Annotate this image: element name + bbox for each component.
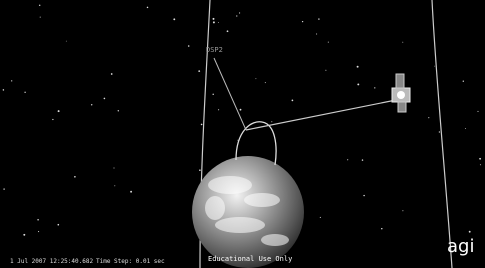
- star: [347, 159, 348, 160]
- scene: [0, 0, 485, 268]
- star: [104, 98, 106, 100]
- star: [255, 78, 256, 79]
- star: [74, 176, 76, 178]
- time-step: Time Step: 0.01 sec: [96, 258, 165, 265]
- star: [24, 92, 25, 93]
- star: [40, 17, 41, 18]
- star: [227, 30, 229, 32]
- star: [325, 70, 326, 71]
- star: [320, 217, 321, 218]
- star: [218, 22, 219, 23]
- star: [201, 124, 203, 126]
- timestamp: 1 Jul 2007 12:25:40.682: [10, 258, 93, 265]
- orbit-line: [432, 0, 452, 268]
- star: [434, 66, 435, 67]
- star: [479, 158, 481, 160]
- star: [23, 234, 25, 236]
- star: [58, 224, 60, 226]
- watermark: Educational Use Only: [208, 255, 292, 263]
- star: [463, 81, 464, 82]
- star: [374, 87, 375, 88]
- star: [271, 121, 272, 122]
- star: [363, 195, 364, 196]
- leader-line: [214, 58, 246, 130]
- star: [439, 131, 440, 132]
- star: [469, 231, 471, 233]
- star: [114, 185, 115, 186]
- access-line: [246, 100, 396, 130]
- star: [402, 210, 403, 211]
- star: [39, 5, 40, 6]
- star: [477, 111, 478, 112]
- star: [188, 45, 190, 47]
- star: [58, 110, 60, 112]
- star: [480, 164, 481, 165]
- star: [38, 231, 39, 232]
- star: [118, 110, 119, 111]
- logo: agi: [447, 236, 474, 257]
- star: [147, 7, 149, 9]
- star: [292, 100, 294, 102]
- star: [114, 168, 115, 169]
- star: [357, 83, 359, 85]
- star: [130, 191, 132, 193]
- star: [318, 18, 319, 19]
- star: [3, 89, 5, 91]
- star: [11, 80, 12, 81]
- star: [212, 94, 213, 95]
- star: [381, 228, 382, 229]
- star: [3, 188, 4, 189]
- viewport-3d: DSP2 1 Jul 2007 12:25:40.682 Time Step: …: [0, 0, 485, 268]
- star: [402, 42, 403, 43]
- star: [111, 73, 113, 75]
- star: [236, 15, 237, 16]
- star: [213, 21, 215, 23]
- object-label: DSP2: [206, 46, 223, 54]
- star: [240, 109, 242, 111]
- star: [91, 104, 92, 105]
- star: [52, 119, 53, 120]
- star: [218, 109, 219, 110]
- star: [173, 18, 175, 20]
- star: [465, 128, 466, 129]
- star: [239, 12, 240, 13]
- star: [302, 21, 303, 22]
- star: [328, 42, 329, 43]
- star: [265, 82, 266, 83]
- star: [198, 70, 200, 72]
- star: [357, 66, 359, 68]
- star: [37, 219, 39, 221]
- star: [316, 33, 317, 34]
- star: [66, 41, 67, 42]
- star: [362, 159, 363, 160]
- star: [213, 18, 215, 20]
- satellite: [392, 74, 410, 112]
- star: [199, 169, 201, 171]
- star: [428, 117, 429, 118]
